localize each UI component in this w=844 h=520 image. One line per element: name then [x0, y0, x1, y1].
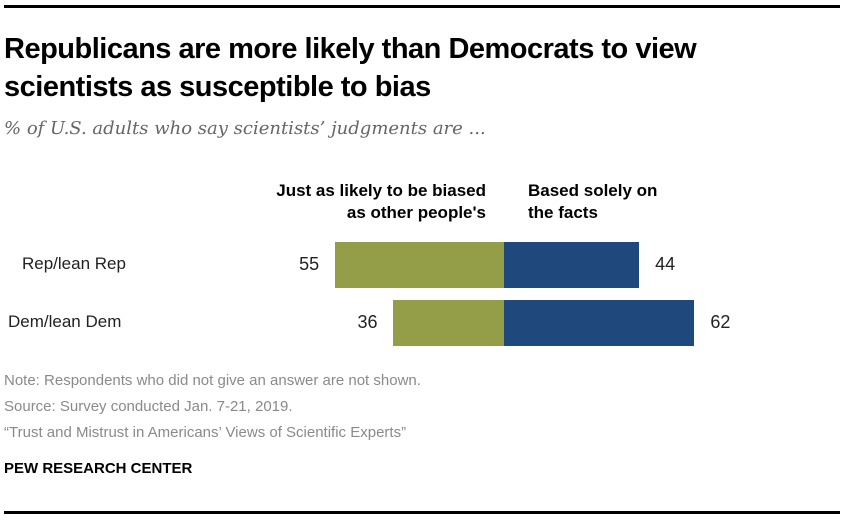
header-facts-line1: Based solely on [528, 181, 658, 200]
top-rule [4, 5, 840, 8]
header-facts: Based solely on the facts [528, 180, 657, 224]
row-label: Dem/lean Dem [8, 312, 122, 331]
pew-brand: PEW RESEARCH CENTER [4, 460, 193, 477]
header-biased-line1: Just as likely to be biased [276, 181, 486, 200]
bottom-rule [4, 511, 840, 514]
bar-biased [335, 242, 504, 288]
bar-facts [504, 300, 695, 346]
value-label-facts: 62 [710, 312, 731, 332]
note-text: Note: Respondents who did not give an an… [4, 372, 421, 389]
bar-biased [393, 300, 504, 346]
value-label-biased: 55 [299, 254, 320, 274]
report-text: “Trust and Mistrust in Americans’ Views … [4, 424, 407, 441]
row-label: Rep/lean Rep [22, 254, 126, 273]
value-label-biased: 36 [357, 312, 378, 332]
chart-title: Republicans are more likely than Democra… [4, 33, 697, 103]
chart-subtitle: % of U.S. adults who say scientists’ jud… [4, 118, 486, 139]
header-biased-line2: as other people's [346, 203, 486, 222]
bar-facts [504, 242, 640, 288]
value-label-facts: 44 [655, 254, 676, 274]
header-biased: Just as likely to be biased as other peo… [276, 180, 486, 224]
header-facts-line2: the facts [528, 203, 598, 222]
source-text: Source: Survey conducted Jan. 7-21, 2019… [4, 398, 293, 415]
